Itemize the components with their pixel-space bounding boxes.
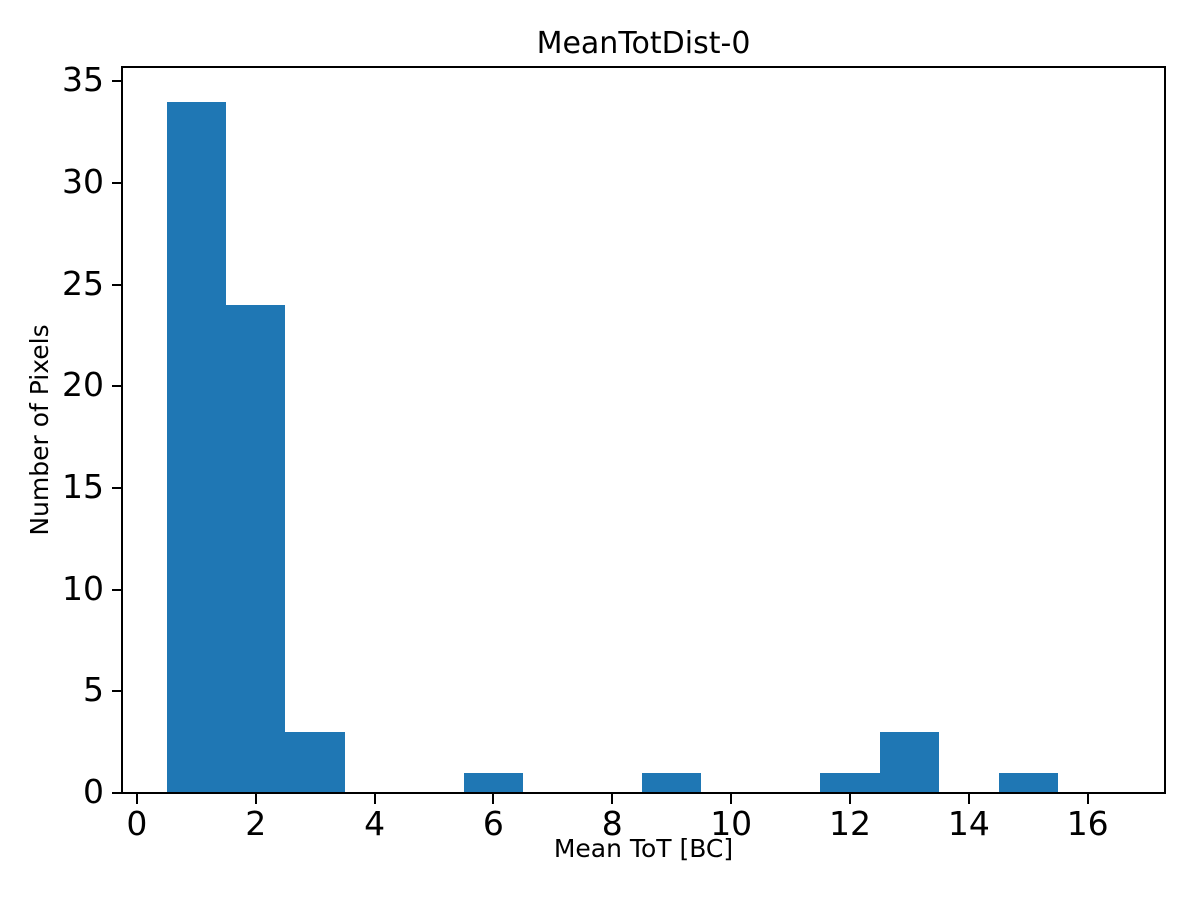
y-tick-label: 30 <box>62 162 104 202</box>
x-tick-mark <box>135 794 138 804</box>
y-tick-mark <box>112 792 122 794</box>
x-tick-label: 0 <box>126 804 148 843</box>
x-tick-label: 16 <box>1066 804 1109 843</box>
y-tick-label: 5 <box>83 670 104 710</box>
y-tick-label: 10 <box>62 568 104 608</box>
x-tick-label: 6 <box>482 804 504 843</box>
histogram-bar <box>642 772 702 793</box>
chart-title: MeanTotDist-0 <box>536 26 751 61</box>
x-tick-mark <box>730 794 733 804</box>
y-tick-mark <box>112 487 122 489</box>
x-tick-label: 12 <box>829 804 871 843</box>
histogram-bar <box>463 772 524 793</box>
x-tick-label: 10 <box>710 804 753 843</box>
histogram-bar <box>285 732 345 793</box>
x-tick-label: 8 <box>601 804 623 843</box>
y-tick-mark <box>112 588 122 591</box>
histogram-bar <box>998 772 1058 793</box>
x-tick-label: 4 <box>364 804 386 843</box>
y-tick-label: 25 <box>62 263 104 303</box>
x-tick-mark <box>492 794 495 804</box>
x-tick-mark <box>611 794 614 804</box>
y-tick-mark <box>112 385 122 388</box>
x-tick-label: 2 <box>245 804 267 843</box>
histogram-bar <box>226 304 286 793</box>
x-tick-mark <box>849 794 851 804</box>
bottom-spine <box>121 792 1166 794</box>
plot-area: 0 2 4 6 8 10 12 14 16 0 5 10 15 20 25 30 35 <box>62 62 1166 842</box>
x-tick-mark <box>1086 794 1089 804</box>
right-spine <box>1164 66 1166 794</box>
left-spine <box>121 66 123 794</box>
x-axis-label: Mean ToT [BC] <box>553 834 734 863</box>
y-tick-mark <box>112 80 122 83</box>
histogram-bar <box>879 732 940 793</box>
y-tick-label: 35 <box>62 60 104 100</box>
histogram-bar <box>820 772 880 793</box>
x-tick-label: 14 <box>947 804 990 843</box>
x-tick-mark <box>967 794 970 804</box>
y-tick-label: 0 <box>83 772 104 812</box>
y-tick-mark <box>112 181 122 184</box>
histogram-bar <box>166 101 226 793</box>
x-tick-mark <box>373 794 376 804</box>
x-tick-mark <box>254 794 257 804</box>
y-tick-label: 15 <box>62 467 104 507</box>
top-spine <box>121 66 1166 68</box>
y-tick-mark <box>112 690 122 693</box>
y-tick-mark <box>112 283 122 286</box>
y-tick-label: 20 <box>62 365 104 405</box>
